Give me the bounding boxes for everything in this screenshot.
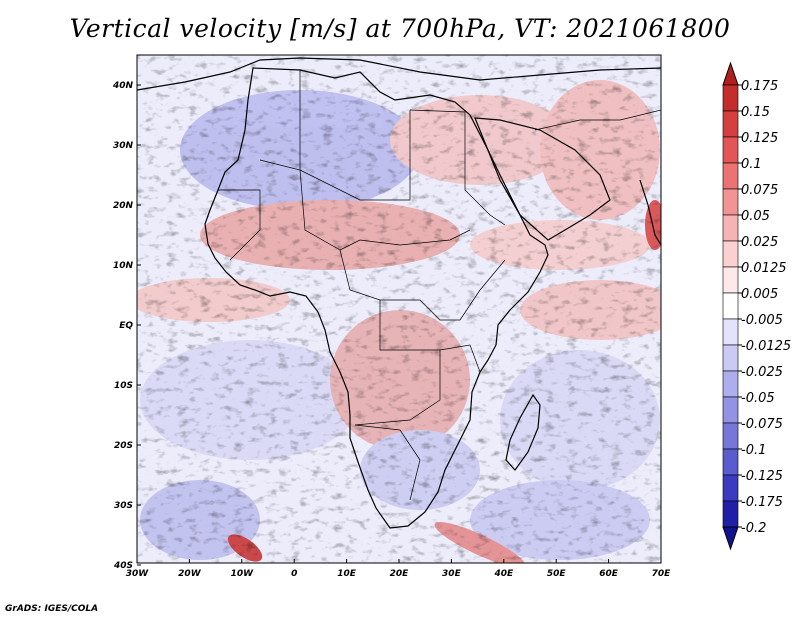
colorbar-label: -0.175 [741, 495, 783, 510]
colorbar-swatch [722, 292, 739, 320]
europe-coastline [137, 57, 661, 91]
lon-tick-label: 70E [652, 569, 672, 579]
colorbar-swatch [722, 136, 739, 164]
colorbar-label: 0.175 [741, 79, 778, 94]
lat-tick-label: 10S [114, 381, 133, 391]
lat-tick-label: EQ [119, 321, 133, 331]
lat-tick-label: 30S [114, 501, 133, 511]
colorbar-label: -0.075 [741, 417, 783, 432]
map-title: Vertical velocity [m/s] at 700hPa, VT: 2… [69, 14, 731, 43]
lon-tick-label: 20W [178, 569, 202, 579]
colorbar-label: 0.005 [741, 287, 778, 302]
colorbar-label: -0.005 [741, 313, 783, 328]
lon-tick-label: 40E [493, 569, 514, 579]
colorbar-label: -0.05 [741, 391, 775, 406]
colorbar-label: 0.125 [741, 131, 778, 146]
lon-tick-label: 60E [599, 569, 619, 579]
colorbar-bottom-arrow [722, 526, 739, 551]
colorbar-swatch [722, 240, 739, 268]
arabia-coastline [474, 117, 611, 241]
colorbar-label: -0.125 [741, 469, 783, 484]
lat-tick-label: 20S [114, 441, 133, 451]
colorbar-label: -0.2 [741, 521, 766, 536]
colorbar-top-arrow [722, 61, 739, 86]
lat-tick-label: 20N [113, 201, 134, 211]
velocity-field [137, 55, 661, 563]
colorbar-swatch [722, 422, 739, 450]
lon-tick-label: 10E [337, 569, 357, 579]
lon-tick-label: 30W [126, 569, 150, 579]
colorbar-swatch [722, 266, 739, 294]
colorbar-label: 0.05 [741, 209, 770, 224]
colorbar-swatch [722, 370, 739, 398]
lon-tick-label: 30E [442, 569, 462, 579]
colorbar-label: 0.025 [741, 235, 778, 250]
lat-tick-label: 40N [112, 81, 134, 91]
colorbar-swatch [722, 162, 739, 190]
colorbar-label: 0.1 [741, 157, 762, 172]
colorbar-label: 0.15 [741, 105, 770, 120]
lat-tick-label: 40S [113, 561, 133, 571]
colorbar-swatch [722, 448, 739, 476]
country-borders [218, 70, 661, 501]
colorbar-swatch [722, 500, 739, 528]
colorbar-swatch [722, 344, 739, 372]
india-coastline [639, 179, 661, 246]
colorbar-swatch [722, 214, 739, 242]
colorbar-label: -0.025 [741, 365, 783, 380]
lat-tick-label: 30N [113, 141, 134, 151]
grads-credit: GrADS: IGES/COLA [5, 604, 99, 614]
colorbar: 0.175 0.15 0.125 0.1 0.075 0.05 0.025 0.0125 0.0… [722, 61, 791, 551]
colorbar-swatch [722, 474, 739, 502]
lon-tick-label: 0 [291, 569, 297, 579]
colorbar-label: -0.1 [741, 443, 766, 458]
lon-tick-label: 10W [231, 569, 255, 579]
lon-tick-label: 50E [547, 569, 567, 579]
colorbar-swatch [722, 188, 739, 216]
colorbar-swatch [722, 396, 739, 424]
colorbar-label: 0.0125 [741, 261, 787, 276]
colorbar-label: -0.0125 [741, 339, 791, 354]
coastline [137, 57, 661, 529]
colorbar-swatch [722, 84, 739, 112]
lat-tick-label: 10N [113, 261, 134, 271]
colorbar-swatch [722, 318, 739, 346]
map-axes: 30W 20W 10W 0 10E 20E 30E 40E 50E 60E 70E 40N 30N 20N… [112, 81, 671, 579]
madagascar-coastline [505, 393, 541, 471]
lon-tick-label: 20E [390, 569, 410, 579]
colorbar-swatch [722, 110, 739, 138]
colorbar-label: 0.075 [741, 183, 778, 198]
